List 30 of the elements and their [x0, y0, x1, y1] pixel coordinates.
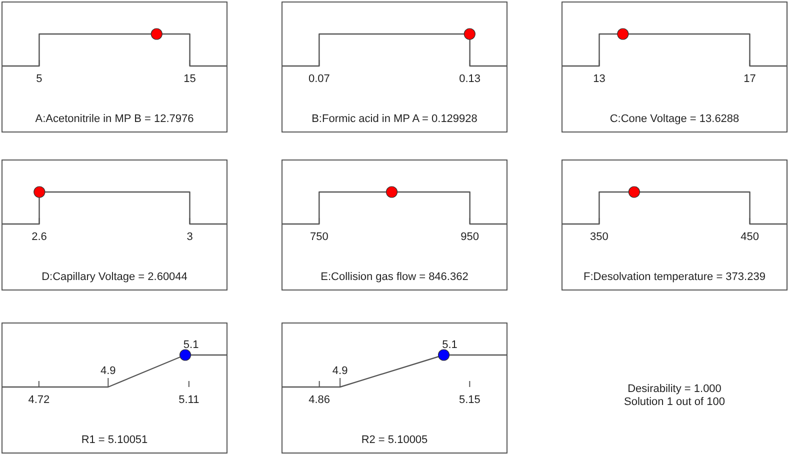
x-tick-label: 450 [740, 231, 759, 243]
x-tick-label: 750 [310, 231, 328, 243]
x-tick-label: 5 [36, 73, 42, 85]
x-tick-label: 950 [460, 231, 480, 243]
x-tick-label: 350 [590, 231, 608, 243]
x-tick-label: 0.13 [459, 73, 481, 85]
text: 5.1 [442, 339, 458, 351]
x-tick-label: 2.6 [32, 231, 47, 243]
annotation: 4.9 [332, 365, 348, 377]
x-axis-title: E:Collision gas flow = 846.362 [320, 271, 468, 283]
x-tick-label: 4.72 [28, 394, 50, 406]
x-tick-label: 15 [184, 73, 196, 85]
x-tick-label: 3 [186, 231, 193, 243]
x-tick-label: 5.11 [178, 394, 200, 406]
x-tick-label: 0.07 [308, 73, 330, 85]
text: Desirability = 1.000 [628, 383, 722, 395]
x-axis-title: R2 = 5.10005 [361, 434, 428, 446]
x-axis-title: R1 = 5.10051 [81, 434, 148, 446]
annotation: 4.9 [100, 365, 116, 377]
x-axis-title: B:Formic acid in MP A = 0.129928 [312, 113, 478, 125]
x-tick-label: 17 [744, 73, 756, 85]
x-axis-title: D:Capillary Voltage = 2.60044 [42, 271, 188, 283]
x-axis-title: C:Cone Voltage = 13.6288 [610, 113, 740, 125]
text: 5.1 [183, 339, 199, 351]
x-tick-label: 4.86 [308, 394, 330, 406]
x-axis-title: F:Desolvation temperature = 373.239 [584, 271, 766, 283]
text: Solution 1 out of 100 [624, 396, 725, 408]
x-tick-label: 13 [593, 73, 606, 85]
x-axis-title: A:Acetonitrile in MP B = 12.7976 [35, 113, 194, 125]
x-tick-label: 5.15 [458, 394, 480, 406]
